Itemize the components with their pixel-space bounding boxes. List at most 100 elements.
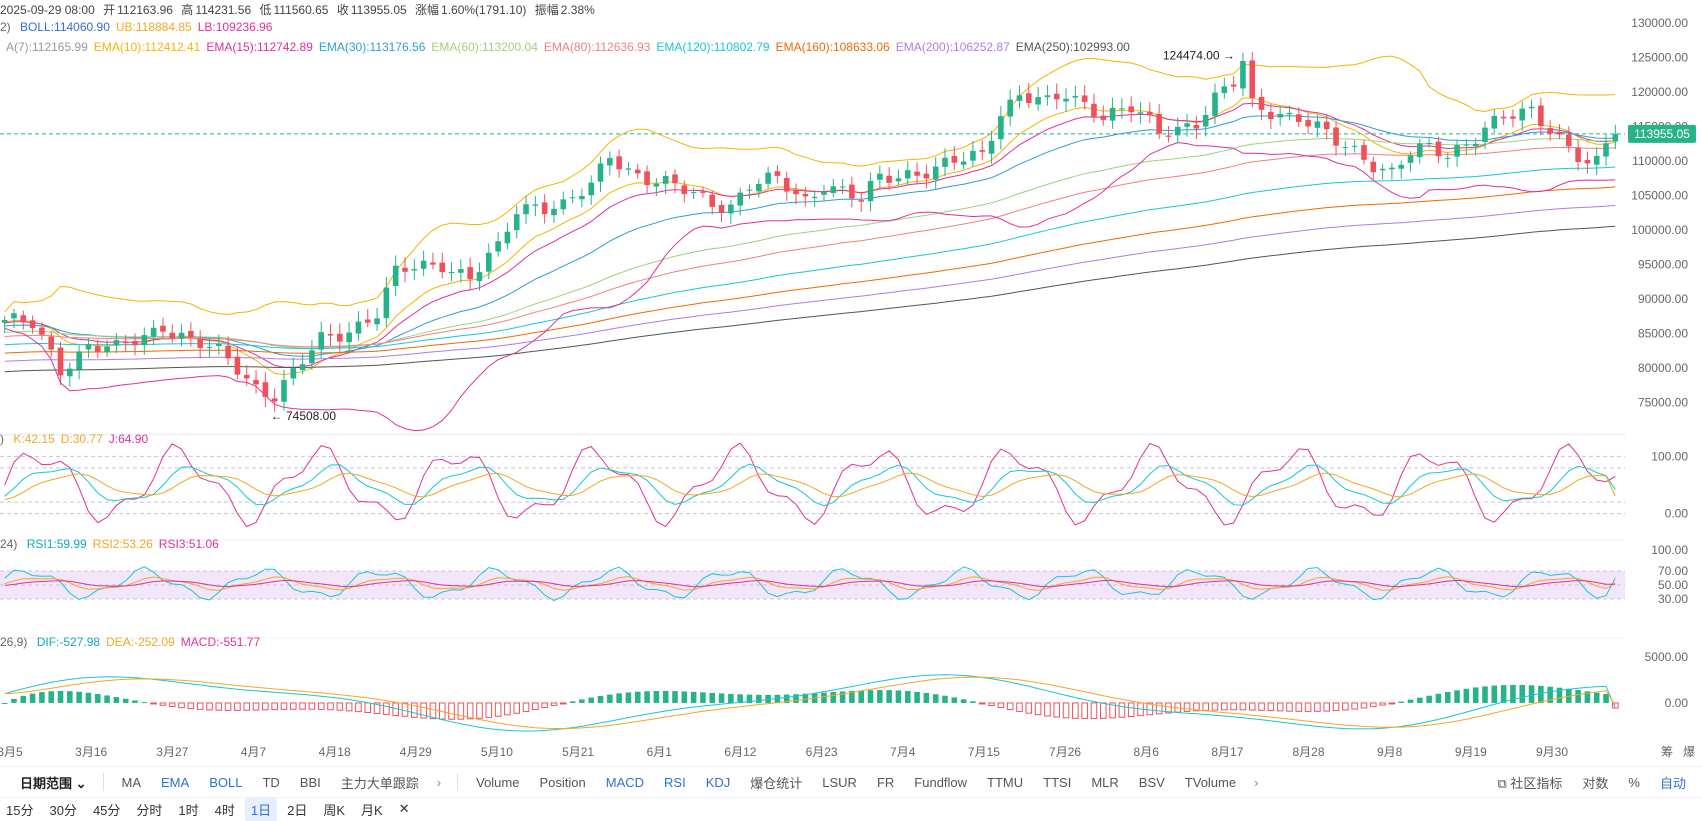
timeframe-月K[interactable]: 月K — [361, 802, 383, 818]
candle-body — [737, 192, 743, 206]
macd-bar — [39, 692, 45, 703]
candle-body — [346, 332, 352, 343]
community-indicators-button[interactable]: ⧉ 社区指标 — [1497, 775, 1563, 791]
indicator-ema[interactable]: EMA — [161, 774, 190, 790]
subindicator-mlr[interactable]: MLR — [1091, 774, 1119, 790]
subindicator-fr[interactable]: FR — [876, 774, 895, 790]
macd-bar — [672, 691, 678, 703]
date-range-dropdown[interactable]: 日期范围 ⌄ — [20, 775, 87, 791]
timeframe-分时[interactable]: 分时 — [136, 802, 163, 818]
indicator-ma[interactable]: MA — [121, 774, 142, 790]
timeframe-4时[interactable]: 4时 — [214, 802, 235, 818]
candle-body — [1240, 61, 1246, 89]
candle-body — [1417, 143, 1423, 158]
percent-scale-toggle[interactable]: % — [1628, 774, 1640, 790]
timeframe-周K[interactable]: 周K — [323, 802, 346, 818]
macd-bar — [616, 693, 622, 703]
price-axis: 130000.00125000.00120000.00115000.001100… — [1631, 16, 1688, 410]
timeframe-45分[interactable]: 45分 — [92, 802, 121, 818]
macd-bar — [1155, 702, 1163, 715]
macd-bar — [728, 693, 734, 703]
subindicator-position[interactable]: Position — [539, 774, 586, 790]
macd-bar — [700, 692, 706, 703]
chevron-right-icon[interactable]: › — [1254, 774, 1259, 790]
candle-body — [1165, 135, 1172, 137]
timeframe-30分[interactable]: 30分 — [49, 802, 77, 818]
macd-bar — [634, 691, 641, 703]
x-tick: 5月21 — [562, 745, 594, 759]
price-tag: 113955.05 — [1634, 127, 1690, 141]
candle-body — [1091, 103, 1097, 118]
candle-body — [1109, 107, 1116, 121]
x-tick: 7月4 — [890, 745, 916, 759]
macd-bar — [988, 702, 995, 706]
candle-body — [1, 319, 8, 323]
ema-line-60 — [4, 137, 1616, 349]
indicator-toolbar: 日期范围 ⌄ MA EMA BOLL TD BBI 主力大单跟踪 › Volume Positio… — [0, 766, 1702, 798]
subindicator-ttsi[interactable]: TTSI — [1043, 774, 1072, 790]
candle-body — [802, 193, 809, 197]
subindicator-bsv[interactable]: BSV — [1138, 774, 1165, 790]
candle-body — [48, 336, 54, 350]
candle-body — [1174, 126, 1181, 136]
macd-bar — [932, 694, 939, 703]
close-icon[interactable]: ✕ — [398, 801, 410, 816]
ema-legend: A(7):112165.99 EMA(10):112412.41 EMA(15):1… — [6, 40, 1130, 54]
auto-scale-toggle[interactable]: 自动 — [1659, 775, 1686, 791]
x-tick: 6月12 — [724, 745, 756, 759]
candle-body — [67, 368, 73, 377]
timeframe-15分[interactable]: 15分 — [6, 802, 34, 818]
macd-bar — [57, 690, 64, 703]
indicator-主力大单跟踪[interactable]: 主力大单跟踪 — [340, 775, 419, 791]
indicator-bbi[interactable]: BBI — [299, 774, 321, 790]
macd-bar — [1239, 702, 1247, 711]
candle-body — [1230, 84, 1237, 87]
candle-body — [774, 171, 781, 176]
subindicator-爆仓统计[interactable]: 爆仓统计 — [750, 775, 803, 791]
subindicator-ttmu[interactable]: TTMU — [987, 774, 1024, 790]
macd-bar — [783, 694, 790, 703]
log-scale-toggle[interactable]: 对数 — [1582, 775, 1609, 791]
timeframe-2日[interactable]: 2日 — [287, 802, 308, 818]
candle-body — [1249, 60, 1256, 98]
candles — [1, 52, 1619, 412]
indicator-boll[interactable]: BOLL — [209, 774, 243, 790]
candle-body — [1500, 116, 1507, 119]
candle-body — [979, 150, 986, 152]
subindicator-fundflow[interactable]: Fundflow — [914, 774, 968, 790]
subindicator-rsi[interactable]: RSI — [664, 774, 686, 790]
macd-bar — [1575, 690, 1581, 703]
candle-body — [122, 342, 129, 344]
candle-body — [1370, 161, 1377, 173]
subindicator-tvolume[interactable]: TVolume — [1184, 774, 1237, 790]
candle-body — [1081, 95, 1088, 102]
candle-body — [662, 176, 669, 184]
macd-bar — [243, 702, 251, 711]
macd-bar — [76, 691, 82, 703]
candle-body — [690, 192, 697, 194]
chevron-right-icon[interactable]: › — [436, 774, 442, 790]
timeframe-1时[interactable]: 1时 — [178, 802, 199, 818]
x-tick: 3月16 — [75, 745, 107, 759]
subindicator-lsur[interactable]: LSUR — [822, 774, 857, 790]
subindicator-volume[interactable]: Volume — [476, 774, 520, 790]
candle-body — [783, 177, 790, 192]
candle-body — [374, 318, 380, 325]
macd-bar — [1276, 702, 1284, 712]
candle-body — [1510, 116, 1516, 119]
candle-body — [1221, 86, 1228, 94]
macd-bar — [1342, 702, 1349, 711]
subindicator-macd[interactable]: MACD — [605, 774, 645, 790]
subindicator-kdj[interactable]: KDJ — [705, 774, 731, 790]
rsi3-line — [4, 579, 1616, 588]
macd-bar — [1211, 702, 1219, 711]
macd-bar — [122, 698, 129, 703]
indicator-td[interactable]: TD — [262, 774, 280, 790]
candle-body — [1538, 105, 1544, 126]
timeframe-1日[interactable]: 1日 — [244, 797, 278, 821]
macd-bar — [653, 690, 660, 703]
macd-bar — [271, 702, 278, 711]
macd-bar — [718, 693, 725, 703]
boll-legend: 2) BOLL:114060.90 UB:118884.85 LB:109236.9… — [0, 20, 273, 34]
